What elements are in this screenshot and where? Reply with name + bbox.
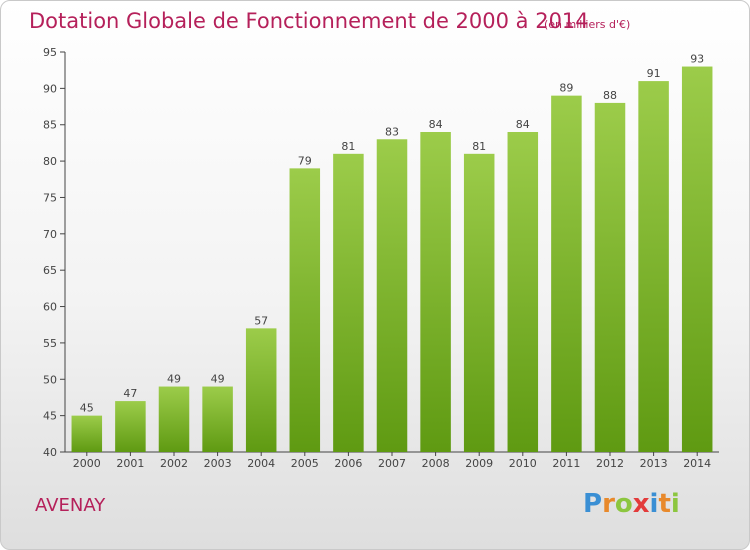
y-tick-label: 95 [43,46,57,59]
bar-2013 [638,81,669,452]
bar-2008 [420,132,451,452]
y-tick-label: 60 [43,301,57,314]
value-label-2013: 91 [647,67,661,80]
logo-letter: i [649,489,659,519]
logo-letter: P [583,489,603,519]
y-tick-label: 65 [43,264,57,277]
bar-2010 [507,132,539,452]
x-tick-label-2013: 2013 [640,457,668,470]
bar-2003 [202,386,233,452]
bar-2005 [289,168,321,452]
value-label-2006: 81 [341,140,355,153]
x-tick-label-2007: 2007 [378,457,406,470]
bar-2004 [245,328,277,452]
value-labels-group: 45 47 49 49 57 79 81 83 84 81 84 89 88 91 93 [80,53,704,415]
y-tick-label: 90 [43,82,57,95]
x-axis: 2000 2001 2002 2003 2004 2005 2006 2007 2008 2009… [65,451,719,470]
value-label-2010: 84 [516,118,530,131]
value-label-2002: 49 [167,373,181,386]
bar-2009 [463,153,495,452]
x-tick-label-2008: 2008 [422,457,450,470]
bar-2006 [333,153,364,452]
value-label-2005: 79 [298,154,312,167]
x-tick-label-2011: 2011 [552,457,580,470]
logo-letter: x [632,489,650,519]
x-tick-label-2001: 2001 [116,457,144,470]
y-tick-label: 55 [43,337,57,350]
bar-2011 [551,95,582,453]
bar-2014 [681,66,713,452]
value-label-2011: 89 [559,82,573,95]
x-tick-label-2002: 2002 [160,457,188,470]
logo-letter: o [614,489,633,519]
y-tick-label: 80 [43,155,57,168]
value-label-2003: 49 [211,373,225,386]
value-label-2008: 84 [429,118,443,131]
x-tick-label-2009: 2009 [465,457,493,470]
proxiti-logo: Proxiti [583,489,680,519]
y-tick-label: 70 [43,228,57,241]
y-tick-label: 50 [43,373,57,386]
value-label-2012: 88 [603,89,617,102]
y-tick-label: 75 [43,191,57,204]
logo-letter: r [602,489,615,519]
x-tick-label-2004: 2004 [247,457,275,470]
value-label-2007: 83 [385,125,399,138]
value-label-2014: 93 [690,53,704,66]
bars-group [71,66,713,453]
x-tick-label-2006: 2006 [334,457,362,470]
x-tick-label-2010: 2010 [509,457,537,470]
y-axis: 40 45 50 55 60 65 70 75 80 85 90 95 [43,46,66,459]
y-tick-label: 85 [43,119,57,132]
x-tick-label-2003: 2003 [204,457,232,470]
x-tick-label-2000: 2000 [73,457,101,470]
commune-name: AVENAY [35,495,106,516]
value-label-2000: 45 [80,402,94,415]
bar-2002 [158,386,190,452]
value-label-2009: 81 [472,140,486,153]
x-tick-label-2005: 2005 [291,457,319,470]
x-tick-label-2014: 2014 [683,457,711,470]
chart-title: Dotation Globale de Fonctionnement de 20… [29,9,589,33]
y-tick-label: 45 [43,410,57,423]
y-tick-label: 40 [43,446,57,459]
bar-2000 [71,415,103,452]
logo-letter: i [670,489,680,519]
bar-2007 [376,139,408,453]
chart-subtitle: (en milliers d'€) [544,18,631,31]
x-tick-label-2012: 2012 [596,457,624,470]
value-label-2004: 57 [254,314,268,327]
logo-letter: t [658,489,671,519]
bar-2012 [594,102,626,452]
bar-2001 [115,401,146,452]
value-label-2001: 47 [123,387,137,400]
